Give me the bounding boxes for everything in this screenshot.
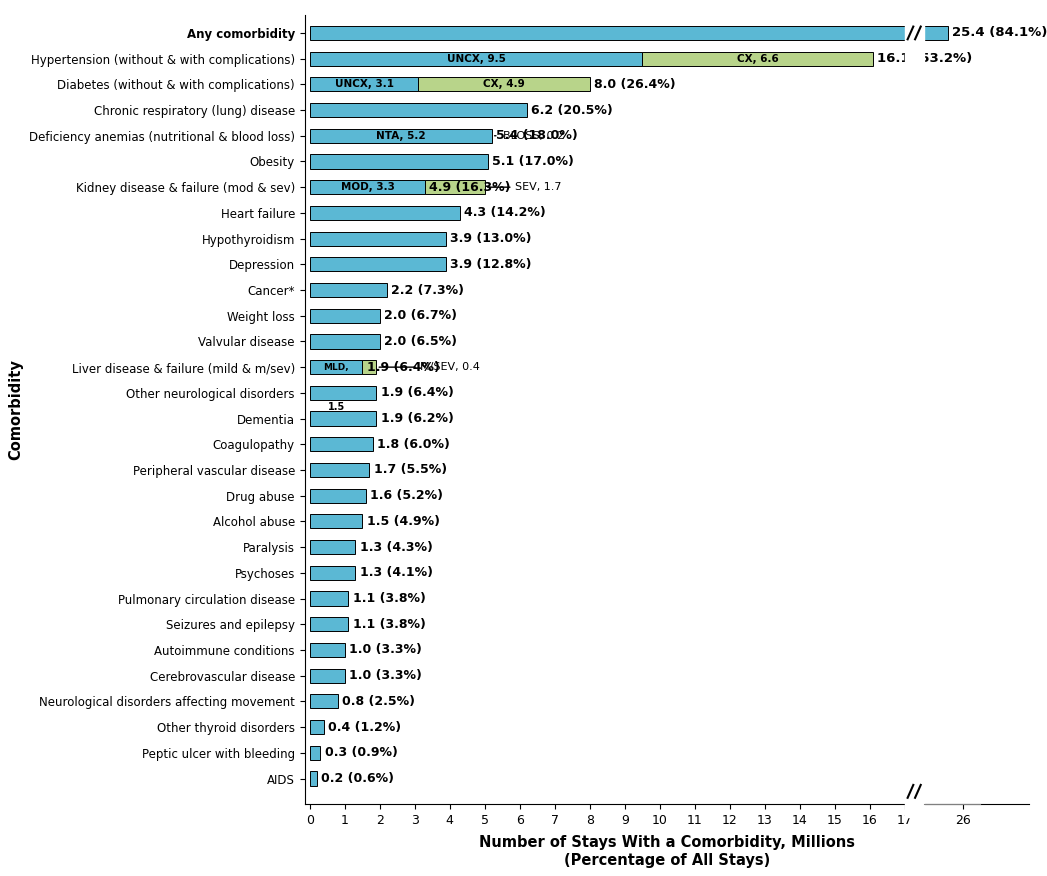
Bar — [310, 514, 362, 528]
Text: 1.3 (4.1%): 1.3 (4.1%) — [359, 566, 432, 579]
Text: 0.3 (0.9%): 0.3 (0.9%) — [325, 746, 398, 759]
Text: 1.0 (3.3%): 1.0 (3.3%) — [349, 669, 422, 682]
Text: 1.7 (5.5%): 1.7 (5.5%) — [374, 463, 447, 477]
Text: 1.1 (3.8%): 1.1 (3.8%) — [353, 618, 425, 631]
Bar — [310, 720, 324, 734]
Bar — [310, 618, 349, 632]
Bar — [310, 360, 362, 374]
Bar — [310, 52, 642, 66]
Bar — [362, 360, 376, 374]
Bar — [905, 7, 923, 817]
Text: 0.8 (2.5%): 0.8 (2.5%) — [342, 695, 415, 708]
Text: 4.9 (16.3%): 4.9 (16.3%) — [429, 180, 511, 194]
Text: 2.0 (6.5%): 2.0 (6.5%) — [384, 335, 458, 348]
Text: 2.0 (6.7%): 2.0 (6.7%) — [384, 309, 458, 322]
Text: 2.2 (7.3%): 2.2 (7.3%) — [391, 284, 464, 296]
Text: 1.9 (6.4%): 1.9 (6.4%) — [380, 386, 453, 399]
Text: 1.3 (4.3%): 1.3 (4.3%) — [359, 540, 432, 554]
Text: 0.4 (1.2%): 0.4 (1.2%) — [328, 721, 401, 733]
Text: MOD, 3.3: MOD, 3.3 — [340, 182, 395, 192]
Bar — [310, 566, 355, 580]
Text: 5.4 (18.0%): 5.4 (18.0%) — [496, 130, 578, 142]
Text: SEV, 1.7: SEV, 1.7 — [514, 182, 561, 192]
Bar — [310, 745, 320, 759]
Text: 1.9 (6.4%): 1.9 (6.4%) — [366, 361, 440, 374]
Bar — [310, 772, 317, 786]
Bar — [310, 437, 373, 451]
Bar — [310, 668, 344, 682]
Bar — [310, 489, 365, 503]
Text: 25.4 (84.1%): 25.4 (84.1%) — [953, 26, 1047, 39]
Text: CX, 4.9: CX, 4.9 — [483, 80, 525, 89]
Text: M/SEV, 0.4: M/SEV, 0.4 — [420, 362, 480, 372]
Bar — [310, 77, 419, 91]
Bar — [310, 258, 446, 272]
Text: 16.1 (53.2%): 16.1 (53.2%) — [877, 53, 973, 65]
Bar — [310, 103, 527, 117]
Bar — [310, 385, 376, 400]
Bar — [310, 463, 370, 477]
Text: 5.1 (17.0%): 5.1 (17.0%) — [492, 155, 575, 168]
Text: 1.9 (6.2%): 1.9 (6.2%) — [380, 412, 453, 425]
Text: 1.0 (3.3%): 1.0 (3.3%) — [349, 644, 422, 656]
Text: 1.8 (6.0%): 1.8 (6.0%) — [377, 438, 450, 451]
Bar — [425, 180, 485, 194]
Bar — [642, 52, 873, 66]
Bar — [923, 26, 949, 40]
Y-axis label: Comorbidity: Comorbidity — [8, 359, 23, 460]
Text: UNCX, 9.5: UNCX, 9.5 — [447, 53, 506, 64]
Bar — [310, 335, 380, 349]
Text: 1.5 (4.9%): 1.5 (4.9%) — [366, 515, 440, 528]
Bar — [310, 643, 344, 657]
Text: UNCX, 3.1: UNCX, 3.1 — [335, 80, 394, 89]
Text: BLOSS, 0.2: BLOSS, 0.2 — [503, 131, 564, 141]
Text: 3.9 (12.8%): 3.9 (12.8%) — [450, 258, 532, 271]
Text: 8.0 (26.4%): 8.0 (26.4%) — [594, 78, 675, 91]
Text: 1.1 (3.8%): 1.1 (3.8%) — [353, 592, 425, 605]
Text: NTA, 5.2: NTA, 5.2 — [376, 131, 426, 141]
Bar — [310, 308, 380, 322]
Bar — [310, 412, 376, 426]
Text: CX, 6.6: CX, 6.6 — [737, 53, 779, 64]
Text: 4.3 (14.2%): 4.3 (14.2%) — [465, 207, 547, 219]
Bar — [310, 283, 386, 297]
Text: 1.6 (5.2%): 1.6 (5.2%) — [370, 489, 443, 502]
Bar — [310, 231, 446, 245]
Bar — [310, 180, 425, 194]
Bar — [310, 540, 355, 555]
Text: 1.5: 1.5 — [328, 402, 344, 412]
Text: 6.2 (20.5%): 6.2 (20.5%) — [531, 103, 612, 117]
Text: 0.2 (0.6%): 0.2 (0.6%) — [321, 772, 394, 785]
Text: MLD,: MLD, — [324, 363, 349, 371]
Bar — [419, 77, 589, 91]
X-axis label: Number of Stays With a Comorbidity, Millions
(Percentage of All Stays): Number of Stays With a Comorbidity, Mill… — [480, 836, 855, 867]
Bar — [310, 206, 461, 220]
Bar — [310, 695, 338, 709]
Text: 3.9 (13.0%): 3.9 (13.0%) — [450, 232, 532, 245]
Bar — [310, 154, 488, 168]
Bar — [310, 591, 349, 605]
Bar — [310, 26, 905, 40]
Bar — [310, 129, 492, 143]
